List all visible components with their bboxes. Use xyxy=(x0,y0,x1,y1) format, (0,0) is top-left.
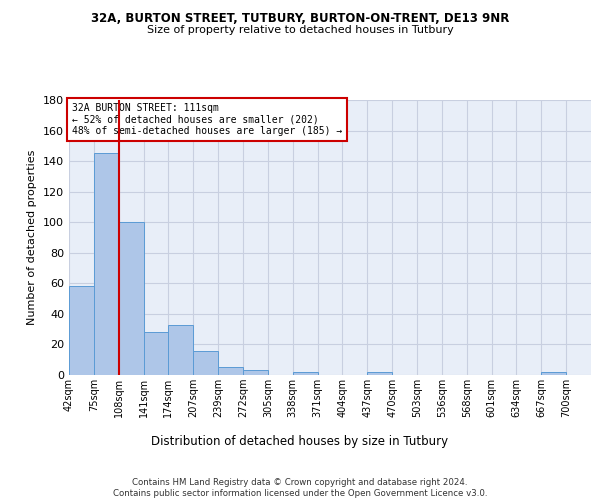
Bar xyxy=(143,332,169,375)
Bar xyxy=(541,372,566,375)
Text: 32A BURTON STREET: 111sqm
← 52% of detached houses are smaller (202)
48% of semi: 32A BURTON STREET: 111sqm ← 52% of detac… xyxy=(71,103,342,136)
Text: Size of property relative to detached houses in Tutbury: Size of property relative to detached ho… xyxy=(146,25,454,35)
Bar xyxy=(367,372,392,375)
Bar xyxy=(193,350,218,375)
Text: 32A, BURTON STREET, TUTBURY, BURTON-ON-TRENT, DE13 9NR: 32A, BURTON STREET, TUTBURY, BURTON-ON-T… xyxy=(91,12,509,26)
Text: Distribution of detached houses by size in Tutbury: Distribution of detached houses by size … xyxy=(151,435,449,448)
Bar xyxy=(94,154,119,375)
Bar xyxy=(293,372,317,375)
Bar xyxy=(243,370,268,375)
Y-axis label: Number of detached properties: Number of detached properties xyxy=(28,150,37,325)
Bar xyxy=(119,222,143,375)
Bar xyxy=(218,368,243,375)
Bar xyxy=(69,286,94,375)
Bar xyxy=(169,324,193,375)
Text: Contains HM Land Registry data © Crown copyright and database right 2024.
Contai: Contains HM Land Registry data © Crown c… xyxy=(113,478,487,498)
